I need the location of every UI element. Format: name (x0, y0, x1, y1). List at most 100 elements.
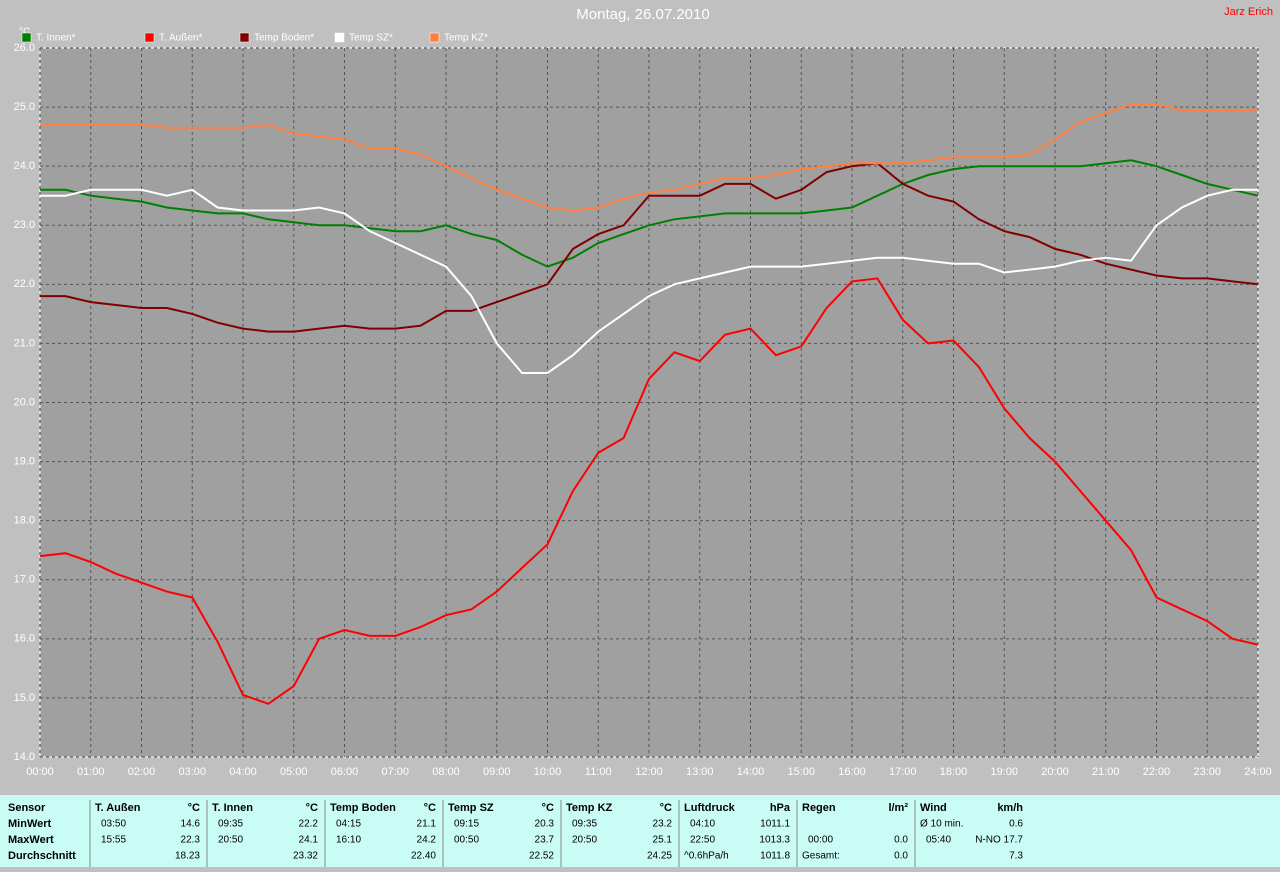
author: Jarz Erich (1224, 6, 1273, 18)
table-header: Wind (920, 802, 947, 814)
x-tick-label: 04:00 (229, 766, 257, 778)
legend-swatch (144, 32, 155, 43)
cell-value: 25.1 (653, 835, 673, 846)
table-unit: °C (306, 802, 318, 814)
cell-time: 15:55 (101, 835, 126, 846)
x-tick-label: 18:00 (940, 766, 968, 778)
x-tick-label: 08:00 (432, 766, 460, 778)
table-unit: °C (542, 802, 554, 814)
cell-time: 03:50 (101, 819, 126, 830)
legend-swatch (21, 32, 32, 43)
table-header: Sensor (8, 802, 46, 814)
cell-value: 0.0 (894, 851, 908, 862)
stats-panel (0, 795, 1280, 867)
y-tick-label: 22.0 (14, 278, 35, 290)
table-unit: km/h (997, 802, 1023, 814)
x-tick-label: 16:00 (838, 766, 866, 778)
legend-label: T. Außen* (159, 33, 202, 44)
y-tick-label: 23.0 (14, 219, 35, 231)
x-tick-label: 02:00 (128, 766, 156, 778)
cell-value: 24.25 (647, 851, 672, 862)
legend-label: Temp Boden* (254, 33, 314, 44)
cell-value: 0.6 (1009, 819, 1023, 830)
table-header: T. Außen (95, 802, 141, 814)
y-tick-label: 26.0 (14, 42, 35, 54)
series-line (40, 188, 1258, 374)
cell-time: 20:50 (572, 835, 597, 846)
y-tick-label: 15.0 (14, 692, 35, 704)
x-tick-label: 06:00 (331, 766, 359, 778)
cell-time: ^0.6hPa/h (684, 851, 729, 862)
y-tick-label: 20.0 (14, 396, 35, 408)
table-header: Luftdruck (684, 802, 736, 814)
row-label: MinWert (8, 818, 52, 830)
series-line (40, 103, 1258, 212)
cell-time: 00:00 (808, 835, 833, 846)
series-line (40, 162, 1259, 333)
cell-time: 09:35 (218, 819, 243, 830)
x-tick-label: 15:00 (787, 766, 815, 778)
cell-time: 16:10 (336, 835, 361, 846)
cell-time: 20:50 (218, 835, 243, 846)
cell-value: 18.23 (175, 851, 200, 862)
cell-time: 05:40 (926, 835, 951, 846)
y-tick-label: 25.0 (14, 101, 35, 113)
legend-swatch (239, 32, 250, 43)
x-tick-label: 12:00 (635, 766, 663, 778)
x-tick-label: 09:00 (483, 766, 511, 778)
x-tick-label: 24:00 (1244, 766, 1272, 778)
series-line (40, 159, 1259, 268)
x-tick-label: 00:00 (26, 766, 54, 778)
table-header: Temp SZ (448, 802, 494, 814)
cell-value: 22.3 (181, 835, 201, 846)
cell-value: 22.2 (299, 819, 319, 830)
cell-time: 00:50 (454, 835, 479, 846)
legend-label: Temp KZ* (444, 33, 488, 44)
y-axis-label: °C (19, 27, 30, 38)
y-tick-label: 21.0 (14, 337, 35, 349)
cell-value: 22.52 (529, 851, 554, 862)
y-tick-label: 19.0 (14, 455, 35, 467)
y-tick-label: 24.0 (14, 160, 35, 172)
legend-label: T. Innen* (36, 33, 76, 44)
table-header: Temp KZ (566, 802, 613, 814)
cell-time: Gesamt: (802, 851, 840, 862)
cell-value: 24.1 (299, 835, 319, 846)
x-tick-label: 17:00 (889, 766, 917, 778)
cell-value: 14.6 (181, 819, 201, 830)
x-tick-label: 03:00 (178, 766, 206, 778)
x-tick-label: 23:00 (1193, 766, 1221, 778)
y-tick-label: 16.0 (14, 633, 35, 645)
x-tick-label: 14:00 (737, 766, 765, 778)
x-tick-label: 10:00 (534, 766, 562, 778)
cell-time: 04:15 (336, 819, 361, 830)
table-unit: l/m² (888, 802, 908, 814)
cell-value: 1013.3 (759, 835, 790, 846)
cell-value: 0.0 (894, 835, 908, 846)
y-tick-label: 17.0 (14, 574, 35, 586)
y-tick-label: 14.0 (14, 751, 35, 763)
cell-value: 24.2 (417, 835, 437, 846)
table-unit: hPa (770, 802, 791, 814)
cell-time: Ø 10 min. (920, 819, 963, 830)
x-tick-label: 07:00 (381, 766, 409, 778)
series-line (39, 277, 1259, 705)
cell-value: 22.40 (411, 851, 436, 862)
x-tick-label: 20:00 (1041, 766, 1069, 778)
cell-value: 21.1 (417, 819, 437, 830)
cell-value: 7.3 (1009, 851, 1023, 862)
legend-swatch (334, 32, 345, 43)
cell-value: 23.7 (535, 835, 555, 846)
table-header: Temp Boden (330, 802, 396, 814)
cell-time: 09:15 (454, 819, 479, 830)
legend-swatch (429, 32, 440, 43)
cell-time: 09:35 (572, 819, 597, 830)
cell-value: 1011.1 (760, 819, 790, 830)
y-tick-label: 18.0 (14, 515, 35, 527)
cell-value: 1011.8 (760, 851, 790, 862)
cell-value: 20.3 (535, 819, 555, 830)
table-unit: °C (660, 802, 672, 814)
x-tick-label: 05:00 (280, 766, 308, 778)
cell-value: 23.2 (653, 819, 673, 830)
